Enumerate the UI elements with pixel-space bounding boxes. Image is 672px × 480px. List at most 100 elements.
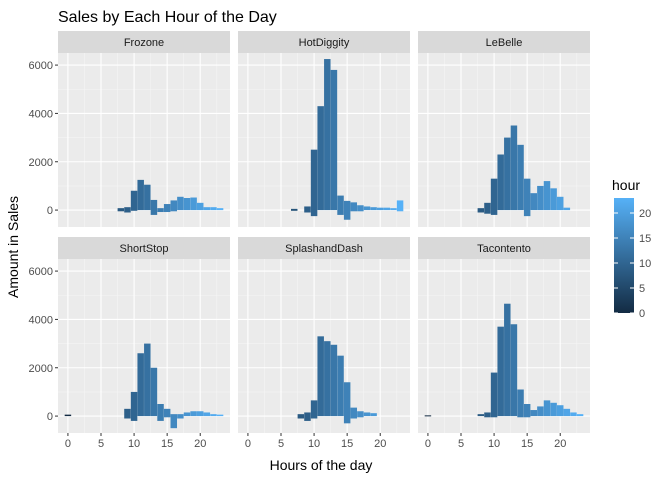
bar bbox=[484, 202, 491, 214]
panel-background bbox=[418, 259, 590, 433]
bar bbox=[210, 414, 217, 417]
bar bbox=[477, 414, 485, 417]
bar bbox=[510, 324, 518, 417]
bar bbox=[137, 179, 144, 211]
bar bbox=[350, 407, 358, 419]
panel-background bbox=[238, 53, 410, 227]
bar bbox=[383, 207, 391, 211]
bar bbox=[497, 154, 504, 211]
facet-strip-label: Tacontento bbox=[477, 243, 531, 255]
panel-background bbox=[238, 259, 410, 433]
facet-panel: HotDiggity bbox=[238, 31, 410, 227]
bar bbox=[484, 412, 491, 418]
bar bbox=[317, 106, 324, 211]
facet-panel: Frozone 0 2000 4000 6000 bbox=[29, 31, 230, 227]
legend-tick-label: 20 bbox=[639, 208, 651, 220]
bar bbox=[497, 326, 504, 417]
bar bbox=[190, 197, 197, 211]
facet-panel: Tacontento 0 5 10 15 20 bbox=[418, 237, 590, 450]
bar bbox=[144, 184, 151, 211]
bar bbox=[170, 414, 178, 429]
bar bbox=[130, 391, 138, 421]
x-tick-label: 15 bbox=[521, 438, 533, 450]
x-tick-label: 20 bbox=[194, 438, 206, 450]
bar bbox=[490, 178, 498, 215]
bar bbox=[350, 202, 358, 212]
bar bbox=[177, 414, 184, 419]
legend-tick-label: 0 bbox=[639, 308, 645, 320]
bar bbox=[517, 144, 524, 211]
legend-tick-label: 15 bbox=[639, 233, 651, 245]
facet-strip-label: HotDiggity bbox=[299, 37, 350, 49]
bar bbox=[216, 414, 224, 417]
bar bbox=[556, 196, 564, 211]
bar bbox=[157, 404, 164, 421]
bar bbox=[130, 190, 138, 211]
bar bbox=[570, 412, 577, 417]
facet-strip bbox=[238, 31, 410, 53]
x-tick-label: 5 bbox=[458, 438, 464, 450]
y-tick-label: 4000 bbox=[29, 108, 53, 120]
legend-title: hour bbox=[612, 177, 640, 193]
bar bbox=[183, 412, 191, 417]
bar bbox=[310, 149, 318, 217]
panel-background bbox=[58, 53, 230, 227]
bar bbox=[537, 406, 544, 417]
bar bbox=[530, 410, 538, 417]
x-axis-title: Hours of the day bbox=[270, 457, 373, 473]
legend-tick-label: 5 bbox=[639, 283, 645, 295]
bar bbox=[556, 405, 564, 417]
bar bbox=[550, 402, 557, 417]
facet-strip-label: LeBelle bbox=[486, 37, 523, 49]
bar bbox=[504, 137, 511, 211]
bar bbox=[330, 69, 338, 211]
bar bbox=[304, 412, 311, 421]
y-tick-label: 6000 bbox=[29, 60, 53, 72]
bar bbox=[170, 200, 178, 212]
chart-title: Sales by Each Hour of the Day bbox=[58, 9, 277, 26]
x-tick-label: 10 bbox=[488, 438, 500, 450]
bar bbox=[550, 188, 557, 211]
bar bbox=[64, 414, 72, 417]
bar bbox=[203, 412, 211, 417]
facet-strip-label: Frozone bbox=[124, 37, 164, 49]
bar bbox=[396, 200, 404, 212]
bar bbox=[203, 207, 211, 211]
bar bbox=[390, 208, 397, 211]
y-tick-label: 6000 bbox=[29, 266, 53, 278]
facet-strip-label: ShortStop bbox=[120, 243, 169, 255]
bar bbox=[537, 185, 544, 211]
bar bbox=[343, 382, 351, 424]
bar bbox=[324, 59, 331, 211]
facet-panel: LeBelle bbox=[418, 31, 590, 227]
facet-panel: ShortStop 0 2000 4000 6000 0 5 10 15 20 bbox=[29, 237, 230, 450]
bar bbox=[523, 178, 531, 217]
x-tick-label: 15 bbox=[161, 438, 173, 450]
bar bbox=[163, 204, 171, 213]
bar bbox=[190, 411, 197, 417]
bar bbox=[163, 408, 171, 418]
bar bbox=[363, 412, 371, 417]
bar bbox=[510, 125, 518, 211]
y-tick-label: 0 bbox=[47, 205, 53, 217]
x-tick-label: 10 bbox=[308, 438, 320, 450]
bar bbox=[177, 196, 184, 211]
x-tick-label: 15 bbox=[341, 438, 353, 450]
bar bbox=[210, 207, 217, 211]
y-tick-label: 0 bbox=[47, 411, 53, 423]
bar bbox=[337, 355, 344, 417]
y-tick-label: 2000 bbox=[29, 363, 53, 375]
bar bbox=[196, 411, 204, 417]
facet-strip-label: SplashandDash bbox=[285, 243, 363, 255]
x-tick-label: 0 bbox=[245, 438, 251, 450]
bar bbox=[330, 344, 338, 417]
bar bbox=[376, 207, 384, 211]
bar bbox=[117, 208, 125, 212]
bar bbox=[290, 208, 298, 211]
bar bbox=[543, 400, 551, 417]
bar bbox=[124, 207, 131, 213]
facet-strip bbox=[238, 237, 410, 259]
facet-strip bbox=[418, 31, 590, 53]
